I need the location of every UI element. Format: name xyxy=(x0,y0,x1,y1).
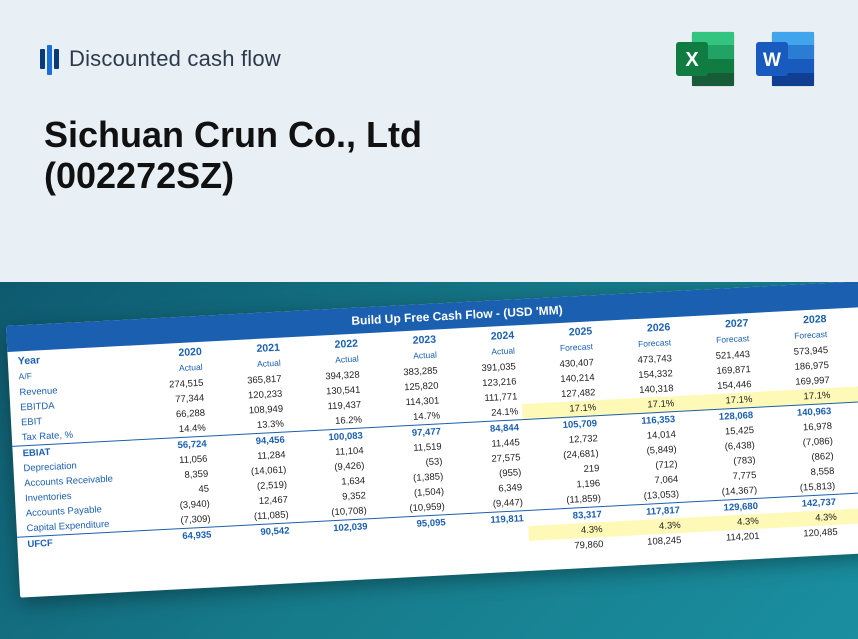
logo-row: Discounted cash flow X xyxy=(40,28,818,90)
cell: 631,734 xyxy=(832,339,858,358)
cell xyxy=(295,564,374,583)
cell xyxy=(608,548,687,567)
cell xyxy=(217,568,296,587)
lower-area: Build Up Free Cash Flow - (USD 'MM) Year… xyxy=(0,282,858,639)
logo-bars-icon xyxy=(40,43,59,75)
cell: 157,109 xyxy=(840,490,858,510)
excel-letter: X xyxy=(685,49,699,71)
cell: 205,801 xyxy=(832,354,858,373)
af-cell: Forecast xyxy=(831,323,858,343)
dcf-table: Year 20202021202220232024202520262027202… xyxy=(7,305,858,598)
year-header: 2029 xyxy=(830,305,858,327)
word-letter: W xyxy=(763,50,781,71)
cell xyxy=(139,572,218,591)
cell: (17,406) xyxy=(839,475,858,495)
brand-logo: Discounted cash flow xyxy=(40,43,281,75)
file-icons-group: X W xyxy=(672,28,818,90)
cell xyxy=(764,540,843,559)
title-line-2: (002272SZ) xyxy=(44,155,234,196)
logo-text: Discounted cash flow xyxy=(69,46,281,72)
cell xyxy=(452,556,531,575)
excel-icon[interactable]: X xyxy=(672,28,738,90)
word-icon[interactable]: W xyxy=(752,28,818,90)
cell: 155,156 xyxy=(835,399,858,419)
cell: 187,113 xyxy=(833,369,858,388)
title-line-1: Sichuan Crun Co., Ltd xyxy=(44,114,422,155)
cell xyxy=(530,552,609,571)
dcf-table-panel: Build Up Free Cash Flow - (USD 'MM) Year… xyxy=(6,282,858,598)
page-title: Sichuan Crun Co., Ltd (002272SZ) xyxy=(44,114,818,197)
header-area: Discounted cash flow X xyxy=(0,0,858,282)
cell xyxy=(686,544,765,563)
cell: 17.1% xyxy=(834,384,858,404)
cell xyxy=(374,560,453,579)
